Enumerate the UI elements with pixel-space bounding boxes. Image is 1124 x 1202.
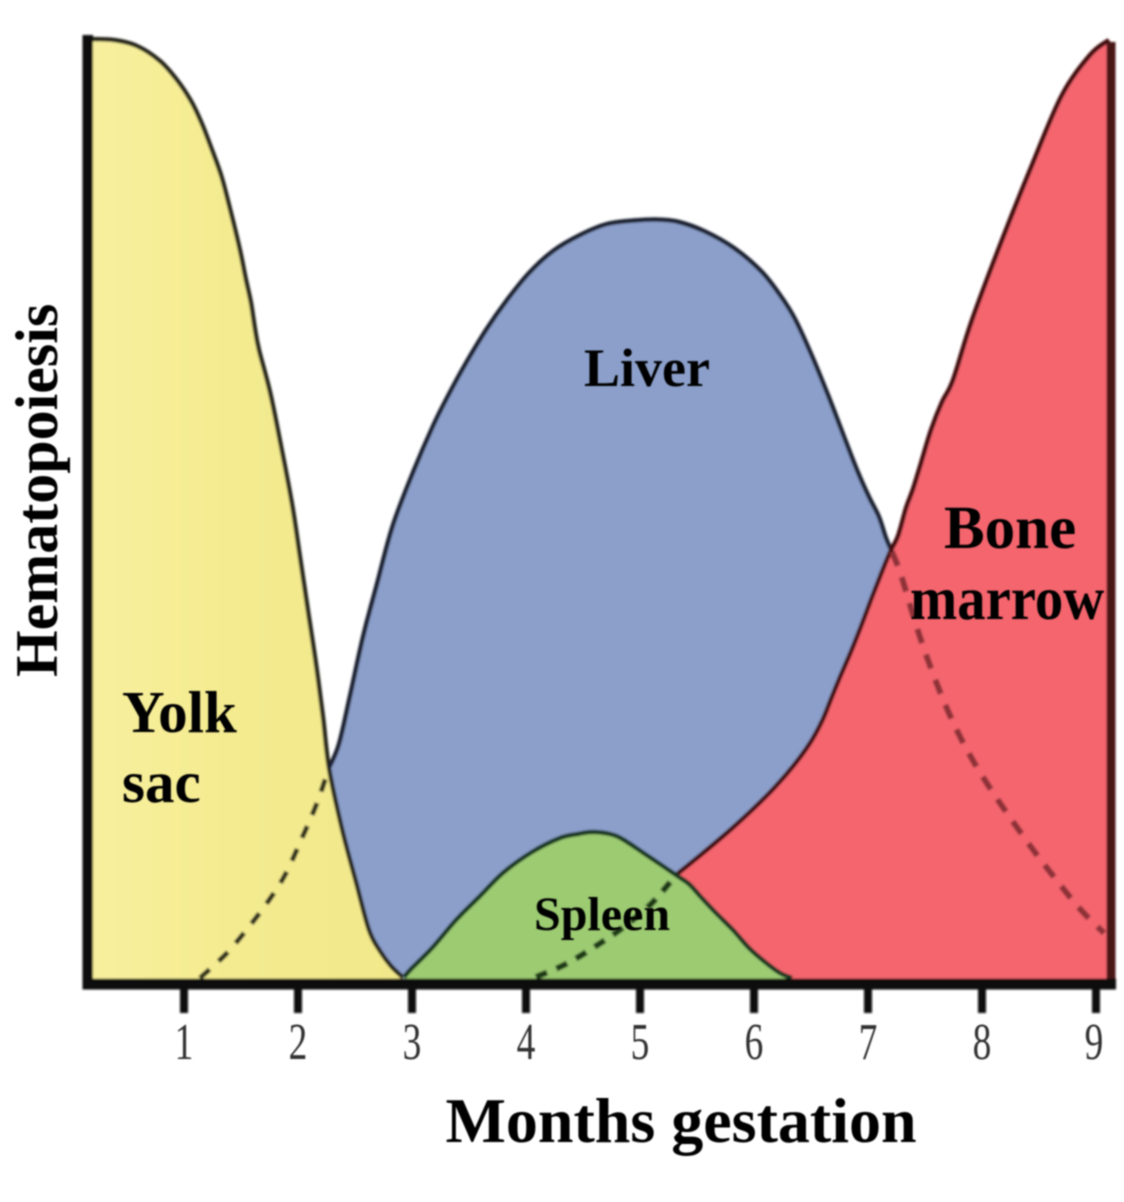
- svg-text:Hematopoiesis: Hematopoiesis: [4, 304, 70, 677]
- svg-text:2: 2: [289, 1013, 308, 1070]
- svg-text:Spleen: Spleen: [534, 888, 670, 941]
- svg-text:5: 5: [631, 1013, 650, 1070]
- svg-text:1: 1: [175, 1013, 194, 1070]
- svg-text:9: 9: [1085, 1013, 1104, 1070]
- svg-text:6: 6: [745, 1013, 764, 1070]
- svg-text:Bone: Bone: [944, 495, 1076, 562]
- svg-text:3: 3: [403, 1013, 422, 1070]
- svg-text:Liver: Liver: [584, 338, 710, 398]
- svg-text:marrow: marrow: [910, 565, 1105, 632]
- svg-text:sac: sac: [122, 749, 201, 815]
- svg-text:7: 7: [859, 1013, 878, 1070]
- svg-text:4: 4: [517, 1013, 536, 1070]
- svg-text:Months gestation: Months gestation: [445, 1085, 916, 1156]
- svg-text:8: 8: [973, 1013, 992, 1070]
- svg-text:Yolk: Yolk: [122, 679, 237, 745]
